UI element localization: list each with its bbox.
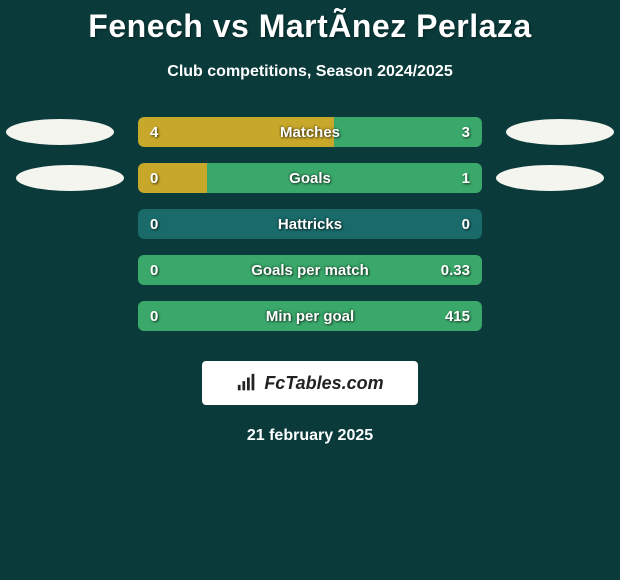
stat-bar: 01Goals xyxy=(138,163,482,193)
player1-avatar-ellipse xyxy=(6,119,114,145)
stat-row: 01Goals xyxy=(0,155,620,201)
page-title: Fenech vs MartÃnez Perlaza xyxy=(0,8,620,45)
stat-label: Min per goal xyxy=(138,301,482,331)
branding-badge[interactable]: FcTables.com xyxy=(202,361,418,405)
stat-label: Goals xyxy=(138,163,482,193)
player2-avatar-ellipse xyxy=(496,165,604,191)
player1-avatar-ellipse xyxy=(16,165,124,191)
branding-text: FcTables.com xyxy=(264,373,383,394)
stat-label: Goals per match xyxy=(138,255,482,285)
stat-row: 0415Min per goal xyxy=(0,293,620,339)
stat-bar: 0415Min per goal xyxy=(138,301,482,331)
stat-bar: 43Matches xyxy=(138,117,482,147)
stat-bar: 00Hattricks xyxy=(138,209,482,239)
stats-card: Fenech vs MartÃnez Perlaza Club competit… xyxy=(0,0,620,445)
stat-label: Hattricks xyxy=(138,209,482,239)
stat-rows: 43Matches 01Goals 00Hattricks 00.33Goals pe… xyxy=(0,109,620,339)
stat-row: 00.33Goals per match xyxy=(0,247,620,293)
player2-avatar-ellipse xyxy=(506,119,614,145)
stat-bar: 00.33Goals per match xyxy=(138,255,482,285)
date-label: 21 february 2025 xyxy=(0,427,620,445)
subtitle: Club competitions, Season 2024/2025 xyxy=(0,63,620,81)
stat-row: 00Hattricks xyxy=(0,201,620,247)
stat-row: 43Matches xyxy=(0,109,620,155)
chart-icon xyxy=(236,372,258,394)
stat-label: Matches xyxy=(138,117,482,147)
